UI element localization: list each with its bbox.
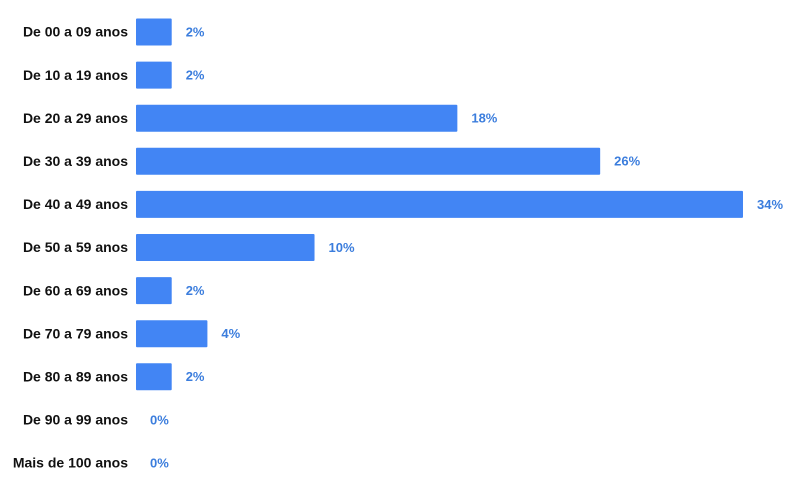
bar	[136, 61, 172, 89]
bar	[136, 320, 208, 348]
value-label: 34%	[757, 197, 783, 212]
bar	[136, 147, 601, 175]
value-label: 26%	[614, 154, 640, 169]
value-label: 2%	[186, 24, 205, 39]
value-label: 10%	[329, 240, 355, 255]
category-label: De 20 a 29 anos	[23, 110, 128, 126]
category-label: De 10 a 19 anos	[23, 67, 128, 83]
category-label: Mais de 100 anos	[13, 455, 128, 471]
category-label: De 00 a 09 anos	[23, 24, 128, 40]
value-label: 2%	[186, 283, 205, 298]
value-label: 2%	[186, 369, 205, 384]
bar	[136, 277, 172, 305]
value-label: 18%	[471, 111, 497, 126]
category-label: De 60 a 69 anos	[23, 282, 128, 298]
bar	[136, 234, 315, 261]
value-label: 0%	[150, 412, 169, 427]
bar	[136, 363, 172, 391]
category-label: De 70 a 79 anos	[23, 325, 128, 341]
bar	[136, 18, 172, 46]
value-label: 2%	[186, 68, 205, 83]
bar	[136, 104, 458, 132]
value-label: 4%	[221, 326, 240, 341]
category-label: De 50 a 59 anos	[23, 239, 128, 255]
category-label: De 40 a 49 anos	[23, 196, 128, 212]
bar	[136, 190, 743, 218]
value-label: 0%	[150, 455, 169, 470]
category-label: De 90 a 99 anos	[23, 412, 128, 428]
category-label: De 80 a 89 anos	[23, 369, 128, 385]
category-label: De 30 a 39 anos	[23, 153, 128, 169]
